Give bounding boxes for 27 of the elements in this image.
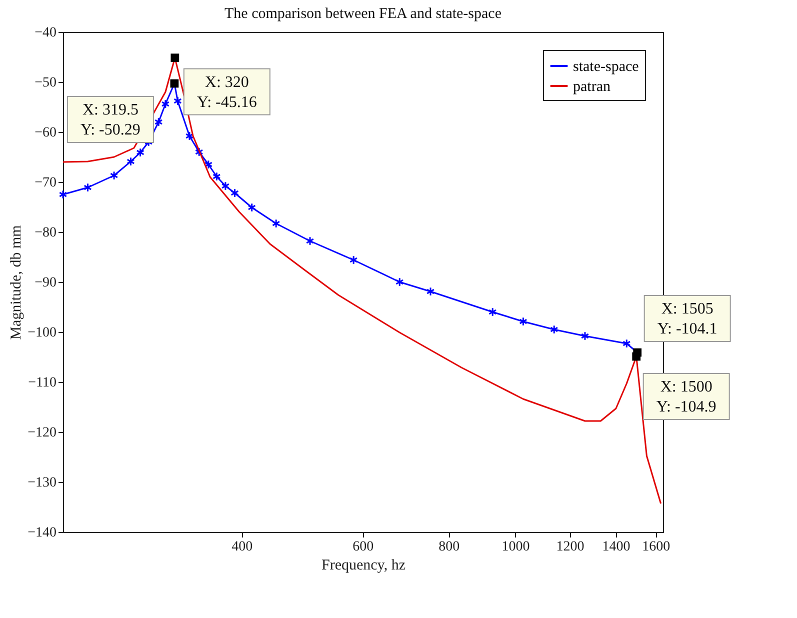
annotation: X: 319.5 Y: -50.29 bbox=[80, 101, 140, 138]
y-tick-label: −70 bbox=[34, 176, 56, 190]
y-tick-label: −80 bbox=[34, 226, 56, 240]
annotation: X: 1505 Y: -104.1 bbox=[657, 300, 718, 338]
x-tick-label: 1600 bbox=[642, 540, 670, 554]
y-tick-label: −130 bbox=[28, 476, 56, 490]
x-tick-label: 800 bbox=[438, 540, 460, 554]
x-axis-title: Frequency, hz bbox=[322, 558, 406, 574]
y-tick-label: −60 bbox=[34, 126, 56, 140]
legend-label: state-space bbox=[573, 59, 640, 75]
y-tick-label: −100 bbox=[28, 326, 56, 340]
y-axis-title: Magnitude, db mm bbox=[8, 224, 25, 340]
y-tick-label: −40 bbox=[34, 26, 56, 40]
y-tick-label: −110 bbox=[28, 376, 56, 390]
annotation: X: 1500 Y: -104.9 bbox=[656, 378, 716, 416]
y-tick-label: −120 bbox=[28, 426, 56, 440]
x-tick-label: 400 bbox=[232, 540, 253, 554]
x-tick-label: 1200 bbox=[556, 540, 584, 554]
y-tick-label: −50 bbox=[34, 76, 56, 90]
legend-label: patran bbox=[573, 79, 611, 95]
y-tick-label: −90 bbox=[34, 276, 56, 290]
y-tick-label: −140 bbox=[28, 526, 56, 540]
x-tick-label: 1400 bbox=[602, 540, 630, 554]
x-tick-label: 600 bbox=[352, 540, 374, 554]
chart-title: The comparison between FEA and state-space bbox=[224, 6, 502, 22]
annotation: X: 320 Y: -45.16 bbox=[196, 74, 257, 111]
x-tick-label: 1000 bbox=[502, 540, 530, 554]
